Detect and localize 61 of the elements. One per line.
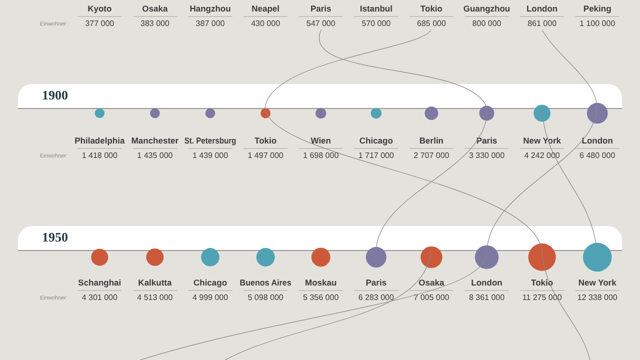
category-label: Berlin xyxy=(419,135,444,146)
data-label: 1 435 000 xyxy=(137,151,174,160)
data-label: 861 000 xyxy=(528,19,558,28)
category-label: Philadelphia xyxy=(74,135,125,146)
category-label: Neapel xyxy=(252,3,280,14)
category-label: Paris xyxy=(310,3,332,14)
data-label: 547 000 xyxy=(306,19,336,28)
data-label: 7 005 000 xyxy=(414,293,450,302)
data-label: 6 480 000 xyxy=(580,151,616,160)
data-label: 6 283 000 xyxy=(358,293,394,302)
category-label: Kalkutta xyxy=(138,277,172,288)
category-label: Moskau xyxy=(305,277,337,288)
data-label: 4 242 000 xyxy=(524,151,560,160)
data-label: 1 717 000 xyxy=(358,151,394,160)
text: 1900 xyxy=(42,87,68,102)
category-label: Hangzhou xyxy=(190,3,231,14)
data-label: 5 098 000 xyxy=(248,293,284,302)
data-label: 1 418 000 xyxy=(82,151,118,160)
category-label: Schanghai xyxy=(78,277,122,288)
data-label: 1 100 000 xyxy=(580,19,616,28)
data-label: 2 707 000 xyxy=(414,151,450,160)
data-label: 8 361 000 xyxy=(468,293,506,302)
category-label: New York xyxy=(523,135,562,146)
category-label: London xyxy=(471,277,502,288)
category-label: St. Petersburg xyxy=(184,136,236,146)
data-label: 430 000 xyxy=(251,19,281,28)
category-label: Chicago xyxy=(359,135,393,146)
data-label: 3 330 000 xyxy=(468,151,506,160)
data-label: 1 439 000 xyxy=(192,151,229,160)
text: 1950 xyxy=(42,229,68,244)
data-label: 685 000 xyxy=(416,19,446,28)
data-label: 387 000 xyxy=(196,19,226,28)
category-label: Manchester xyxy=(131,135,180,146)
data-label: 4 999 000 xyxy=(192,293,229,302)
category-label: London xyxy=(582,135,613,146)
category-label: London xyxy=(526,3,558,14)
data-label: 383 000 xyxy=(140,19,170,28)
data-label: 1 698 000 xyxy=(303,151,340,160)
data-label: 5 356 000 xyxy=(303,293,340,302)
category-label: Tokio xyxy=(254,135,277,146)
category-label: Tokio xyxy=(420,3,442,14)
category-label: Wien xyxy=(310,135,331,146)
category-label: Guangzhou xyxy=(463,3,510,14)
data-label: 4 513 000 xyxy=(137,293,174,302)
data-label: 377 000 xyxy=(85,19,115,28)
category-label: New York xyxy=(578,277,617,288)
category-label: Peking xyxy=(583,3,612,14)
data-label: 11 275 000 xyxy=(522,293,562,302)
category-label: Osaka xyxy=(142,3,168,14)
data-label: 1 497 000 xyxy=(248,151,284,160)
category-label: Paris xyxy=(476,135,498,146)
category-label: Osaka xyxy=(418,277,444,288)
category-label: Istanbul xyxy=(360,3,392,14)
data-label: 570 000 xyxy=(362,19,392,28)
category-label: Paris xyxy=(366,277,387,288)
category-label: Kyoto xyxy=(88,3,112,14)
data-label: 12 338 000 xyxy=(577,293,618,302)
data-label: 4 301 000 xyxy=(82,293,118,302)
data-label: 800 000 xyxy=(472,19,502,28)
category-label: Tokio xyxy=(531,277,554,288)
category-label: Chicago xyxy=(193,277,228,288)
